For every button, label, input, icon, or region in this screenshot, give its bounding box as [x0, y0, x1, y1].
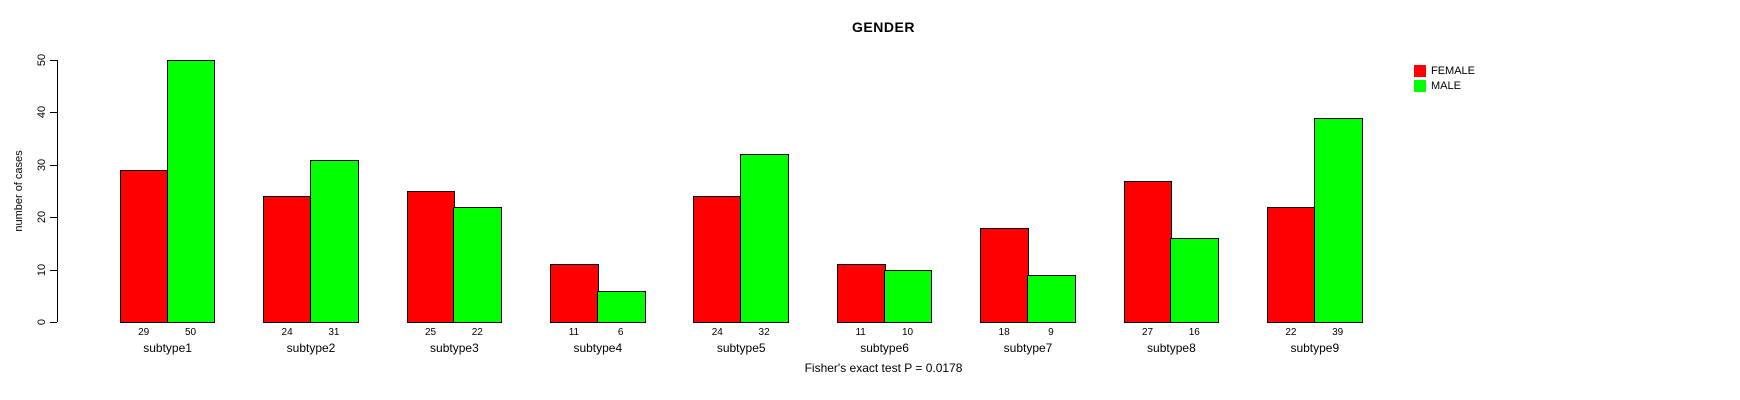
bar-male-subtype9: [1313, 118, 1363, 323]
y-tick: [50, 269, 57, 271]
y-tick: [50, 164, 57, 166]
y-tick-label: 10: [36, 263, 48, 276]
bar-female-subtype2: [263, 196, 312, 323]
bar-male-subtype5: [740, 154, 789, 323]
category-label: subtype4: [573, 341, 623, 355]
bar-male-subtype3: [453, 207, 503, 323]
bar-value-label: 22: [1285, 327, 1297, 338]
y-tick: [50, 217, 57, 219]
bar-female-subtype6: [836, 264, 886, 323]
annotation-fisher-test: Fisher's exact test P = 0.0178: [804, 361, 963, 375]
bar-male-subtype2: [310, 160, 359, 323]
bar-male-subtype7: [1027, 275, 1076, 323]
legend-item-female: FEMALE: [1414, 63, 1475, 78]
y-tick-label: 0: [36, 318, 48, 326]
bar-female-subtype3: [406, 191, 456, 323]
bar-value-label: 22: [471, 327, 483, 338]
bar-female-subtype9: [1267, 207, 1316, 323]
legend-swatch-male: [1414, 79, 1426, 92]
y-tick-label: 50: [36, 53, 48, 67]
bar-value-label: 50: [184, 327, 197, 338]
bar-female-subtype7: [980, 228, 1029, 323]
bar-value-label: 9: [1048, 327, 1054, 338]
bar-value-label: 27: [1141, 327, 1154, 338]
bar-male-subtype1: [166, 60, 216, 323]
bar-male-subtype8: [1170, 238, 1220, 323]
category-label: subtype2: [286, 341, 336, 355]
bar-female-subtype4: [550, 264, 599, 323]
bar-value-label: 10: [901, 327, 914, 338]
category-label: subtype3: [430, 341, 479, 355]
y-tick-label: 20: [36, 211, 48, 224]
bar-value-label: 11: [855, 327, 866, 338]
bar-value-label: 11: [568, 327, 580, 338]
y-tick: [50, 112, 57, 114]
bar-value-label: 32: [758, 327, 770, 338]
y-axis-line: [57, 60, 58, 322]
y-tick-label: 30: [36, 158, 48, 171]
bar-male-subtype6: [883, 270, 933, 323]
bar-female-subtype8: [1123, 181, 1173, 323]
y-tick-label: 40: [36, 106, 48, 119]
bar-value-label: 6: [617, 327, 624, 338]
bar-value-label: 18: [998, 327, 1010, 338]
chart-title: GENDER: [852, 19, 915, 35]
bar-male-subtype4: [596, 291, 646, 323]
bar-value-label: 24: [711, 327, 723, 338]
bar-female-subtype5: [693, 196, 743, 323]
legend-swatch-female: [1414, 64, 1426, 77]
bar-value-label: 16: [1188, 327, 1200, 338]
legend-item-male: MALE: [1414, 78, 1475, 93]
category-label: subtype9: [1290, 341, 1340, 355]
bar-value-label: 29: [138, 327, 150, 338]
category-label: subtype6: [860, 341, 909, 355]
bar-value-label: 39: [1332, 327, 1344, 338]
legend-label-female: FEMALE: [1431, 64, 1476, 77]
bar-value-label: 31: [328, 327, 340, 338]
y-tick: [50, 322, 57, 323]
category-label: subtype7: [1003, 341, 1053, 355]
category-label: subtype8: [1147, 341, 1196, 355]
category-label: subtype5: [716, 341, 766, 355]
bar-value-label: 24: [281, 327, 293, 338]
legend-label-male: MALE: [1431, 79, 1461, 92]
y-tick: [50, 60, 57, 61]
bar-female-subtype1: [119, 170, 169, 323]
category-label: subtype1: [143, 341, 192, 355]
bar-value-label: 25: [424, 327, 437, 338]
y-axis-label: number of cases: [13, 150, 25, 232]
legend: FEMALE MALE: [1414, 63, 1475, 93]
